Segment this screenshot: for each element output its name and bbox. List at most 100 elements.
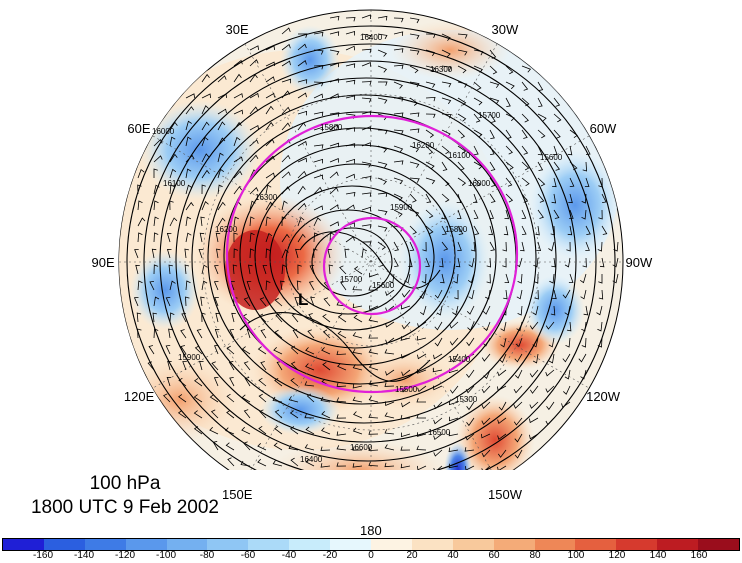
wind-barb (417, 465, 427, 470)
contour-label: 16000 (468, 179, 491, 188)
wind-barb (568, 193, 573, 204)
colorbar-tick: 40 (447, 550, 459, 561)
wind-barb (481, 385, 491, 394)
wind-barb (217, 75, 227, 83)
wind-barb (361, 248, 367, 259)
wind-barb (201, 73, 210, 83)
wind-barb (249, 139, 259, 147)
wind-barb (249, 59, 259, 67)
wind-barb (521, 209, 527, 219)
wind-barb (345, 63, 356, 68)
wind-barb (404, 273, 411, 284)
wind-barb (580, 289, 587, 300)
wind-barb (562, 353, 571, 363)
wind-barb (232, 264, 238, 275)
wind-barb (281, 216, 287, 227)
wind-barb (265, 172, 275, 179)
wind-barb (290, 426, 299, 435)
wind-barb (499, 353, 507, 363)
wind-barb (153, 184, 160, 195)
wind-barb (384, 462, 395, 468)
wind-barb (281, 200, 288, 211)
wind-barb (274, 329, 283, 339)
wind-barb (193, 426, 203, 435)
wind-barb (352, 332, 363, 339)
wind-barb (133, 297, 139, 307)
contour-labels: 16400 16300 16200 16100 16000 15900 15800 15700… (152, 33, 563, 464)
contour-label: 16300 (430, 65, 453, 74)
colorbar (2, 538, 740, 551)
wind-barb (485, 289, 491, 300)
wind-barb (352, 364, 363, 371)
wind-barb (537, 113, 547, 122)
wind-barb (409, 65, 419, 74)
wind-barb (482, 337, 491, 347)
wind-barb (217, 137, 226, 147)
colorbar-tick: 120 (608, 550, 626, 561)
wind-barb (377, 177, 387, 185)
wind-barb (361, 81, 372, 86)
wind-barb (563, 385, 571, 395)
wind-barb (550, 305, 556, 316)
wind-barb (425, 225, 434, 235)
wind-barb (448, 400, 459, 406)
wind-barb (322, 313, 331, 323)
wind-barb (416, 445, 427, 451)
wind-barb (457, 209, 462, 219)
wind-barb (153, 200, 159, 211)
wind-barb (596, 305, 603, 316)
wind-barb (368, 380, 379, 387)
wind-barb (581, 337, 587, 348)
wind-barb (545, 417, 555, 426)
wind-barb (489, 161, 496, 171)
wind-barb (274, 377, 283, 387)
wind-barb (182, 361, 187, 371)
wind-barb (425, 49, 436, 57)
wind-barb (401, 369, 411, 377)
wind-barb (313, 93, 323, 99)
contour-label: 15500 (395, 385, 418, 394)
wind-barb (532, 337, 539, 348)
wind-barb (297, 202, 307, 211)
wind-barb (233, 248, 239, 259)
wind-barb (401, 401, 411, 408)
wind-barb (473, 177, 481, 187)
wind-barb (201, 201, 209, 211)
wind-barb (361, 62, 371, 67)
wind-barb (233, 59, 243, 67)
wind-barb (297, 264, 302, 275)
wind-barb (166, 232, 172, 243)
wind-barb (297, 43, 307, 51)
wind-barb (535, 225, 540, 236)
wind-barb (532, 305, 539, 316)
wind-barb (281, 60, 291, 67)
wind-barb (217, 108, 227, 115)
wind-barb (502, 257, 507, 268)
wind-barb (313, 64, 324, 70)
wind-barb (513, 417, 523, 426)
wind-barb (233, 93, 243, 99)
wind-barb (166, 248, 172, 259)
contour-label: 16100 (448, 151, 471, 160)
wind-barb (377, 129, 388, 135)
wind-barb (368, 334, 379, 339)
wind-barb (566, 321, 572, 332)
wind-barb (201, 169, 210, 179)
wind-barb (489, 241, 496, 251)
wind-barb (551, 257, 556, 268)
wind-barb (473, 81, 482, 91)
wind-barb (352, 396, 363, 403)
wind-barb (296, 280, 302, 291)
wind-barb (536, 241, 542, 252)
wind-barb (505, 161, 514, 171)
wind-barb (281, 186, 291, 195)
wind-barb (546, 401, 555, 411)
wind-barb (201, 280, 208, 291)
wind-barb (483, 369, 491, 379)
wind-barb (425, 177, 436, 185)
colorbar-tick: -40 (281, 550, 297, 561)
wind-barb (329, 232, 335, 243)
wind-barb (329, 112, 340, 117)
wind-barb (274, 409, 283, 419)
wind-barb (521, 225, 527, 235)
